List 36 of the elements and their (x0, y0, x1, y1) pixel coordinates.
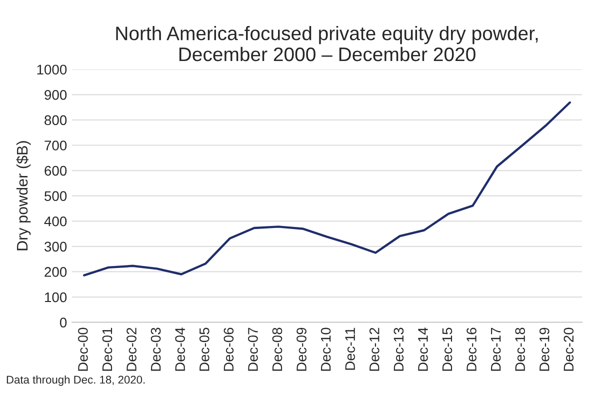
x-tick-label: Dec-03 (150, 328, 161, 371)
x-tick-label: Dec-19 (539, 328, 550, 371)
y-tick-label: 0 (60, 318, 67, 328)
x-tick-label: Dec-10 (320, 328, 331, 371)
x-tick-label: Dec-08 (272, 328, 282, 371)
x-tick-label: Dec-14 (418, 328, 428, 371)
x-tick-label: Dec-17 (491, 328, 501, 371)
y-tick-label: 800 (44, 115, 67, 126)
y-tick-label: 100 (45, 292, 67, 302)
y-tick-label: 300 (44, 242, 67, 252)
y-tick-label: 400 (44, 216, 67, 226)
y-tick-label: 900 (44, 90, 67, 100)
x-tick-label: Dec-20 (564, 328, 574, 371)
y-tick-label: 500 (44, 191, 67, 202)
x-tick-label: Dec-02 (126, 328, 136, 371)
y-tick-label: 700 (44, 140, 67, 150)
line-series (83, 101, 571, 276)
x-tick-label: Dec-06 (224, 328, 234, 371)
y-tick-label: 200 (44, 267, 67, 277)
y-tick-label: 1000 (37, 64, 67, 75)
x-tick-label: Dec-16 (466, 328, 476, 371)
y-tick-label: 600 (44, 166, 67, 176)
x-tick-label: Dec-07 (248, 328, 258, 371)
x-tick-label: Dec-09 (296, 328, 306, 371)
x-tick-label: Dec-11 (345, 328, 356, 370)
x-tick-label: Dec-05 (199, 328, 210, 371)
x-tick-label: Dec-04 (175, 328, 186, 371)
x-tick-label: Dec-18 (515, 328, 526, 371)
x-tick-label: Dec-01 (102, 328, 112, 371)
x-tick-label: Dec-12 (369, 328, 380, 371)
y-axis-title: Dry powder ($B) (16, 141, 31, 250)
x-tick-label: Dec-00 (78, 328, 88, 371)
x-tick-label: Dec-13 (394, 328, 404, 371)
x-tick-label: Dec-15 (442, 328, 452, 371)
text: Data through Dec. 18, 2020. (6, 375, 145, 386)
chart-title: North America-focused private equity dry powder, December 2000 – December 2020 (116, 26, 538, 62)
